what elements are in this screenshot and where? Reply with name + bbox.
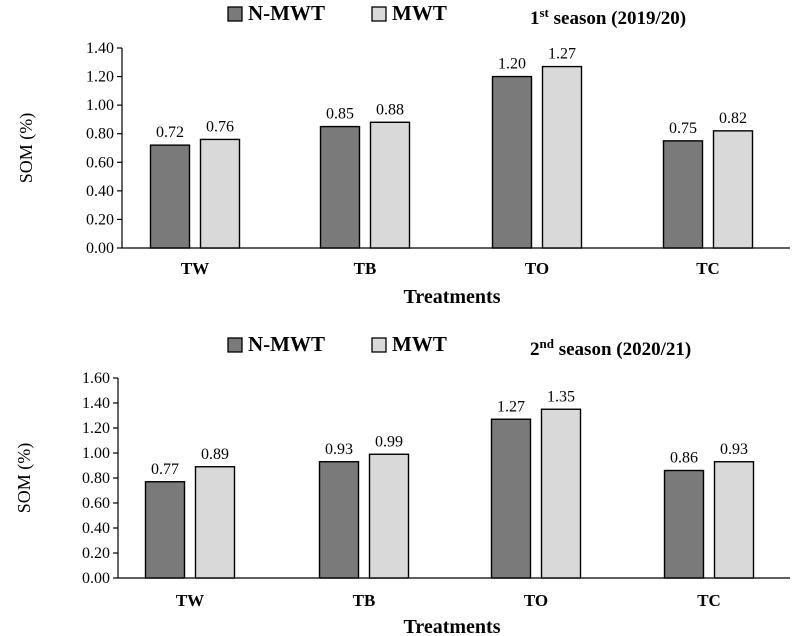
y-tick-label: 1.60 bbox=[82, 370, 110, 387]
bar-n-mwt-tb bbox=[318, 461, 360, 579]
y-tick-label: 1.00 bbox=[86, 97, 114, 114]
bar-n-mwt-tc bbox=[662, 140, 704, 249]
data-label-n-mwt-tc: 0.86 bbox=[670, 450, 698, 467]
season-title: 1st season (2019/20) bbox=[530, 5, 686, 29]
bar-n-mwt-tw bbox=[144, 481, 186, 579]
bar-n-mwt-tc bbox=[663, 469, 705, 579]
y-tick-label: 1.20 bbox=[82, 420, 110, 437]
category-label-tc: TC bbox=[696, 259, 720, 278]
y-tick-label: 0.80 bbox=[82, 470, 110, 487]
chart-season-2-svg: N-MWT MWT 2nd season (2020/21) 0.00 0.20 0.40… bbox=[14, 332, 790, 636]
legend-label-mwt: MWT bbox=[392, 332, 447, 356]
data-label-mwt-tw: 0.89 bbox=[201, 446, 229, 463]
bar-mwt-to bbox=[541, 65, 583, 249]
category-label-tc: TC bbox=[697, 591, 721, 610]
chart-season-1-svg: N-MWT MWT 1st season (2019/20) 0.00 0.20 0.40… bbox=[16, 1, 790, 308]
y-tick-label: 0.60 bbox=[86, 154, 114, 171]
legend-swatch-mwt bbox=[371, 337, 387, 353]
category-label-to: TO bbox=[524, 591, 548, 610]
data-label-n-mwt-to: 1.20 bbox=[498, 56, 526, 73]
chart-season-2: N-MWT MWT 2nd season (2020/21) 0.00 0.20 0.40… bbox=[0, 318, 796, 636]
y-tick-label: 1.40 bbox=[86, 40, 114, 57]
y-axis-title: SOM (%) bbox=[14, 443, 35, 514]
y-tick-label: 0.40 bbox=[86, 183, 114, 200]
category-label-tb: TB bbox=[354, 259, 377, 278]
legend-swatch-n-mwt bbox=[227, 6, 243, 22]
y-tick-label: 1.20 bbox=[86, 69, 114, 86]
y-tick-label: 0.00 bbox=[86, 240, 114, 257]
bar-n-mwt-tb bbox=[319, 125, 361, 249]
y-tick-label: 0.40 bbox=[82, 520, 110, 537]
data-label-mwt-to: 1.35 bbox=[547, 388, 575, 405]
legend-label-n-mwt: N-MWT bbox=[248, 1, 325, 25]
bar-mwt-tc bbox=[713, 461, 755, 579]
x-axis-title: Treatments bbox=[403, 616, 500, 636]
data-label-n-mwt-tw: 0.77 bbox=[151, 461, 179, 478]
legend-swatch-n-mwt bbox=[227, 337, 243, 353]
bar-mwt-tb bbox=[369, 121, 411, 249]
y-tick-label: 0.80 bbox=[86, 126, 114, 143]
bar-mwt-tc bbox=[712, 130, 754, 249]
data-label-n-mwt-tw: 0.72 bbox=[156, 124, 184, 141]
bar-mwt-tw bbox=[199, 138, 241, 249]
season-title: 2nd season (2020/21) bbox=[530, 336, 691, 360]
x-axis-title: Treatments bbox=[403, 286, 500, 308]
y-tick-label: 0.60 bbox=[82, 495, 110, 512]
bar-n-mwt-to bbox=[490, 418, 532, 579]
bar-n-mwt-to bbox=[491, 75, 533, 249]
data-label-mwt-to: 1.27 bbox=[548, 46, 576, 63]
data-label-n-mwt-tc: 0.75 bbox=[669, 120, 697, 137]
bar-n-mwt-tw bbox=[149, 144, 191, 249]
category-label-tb: TB bbox=[353, 591, 376, 610]
data-label-mwt-tb: 0.99 bbox=[375, 433, 403, 450]
bar-mwt-tb bbox=[368, 453, 410, 579]
category-label-to: TO bbox=[525, 259, 549, 278]
data-label-mwt-tb: 0.88 bbox=[376, 101, 404, 118]
bar-mwt-to bbox=[540, 408, 582, 579]
data-label-n-mwt-tb: 0.85 bbox=[326, 106, 354, 123]
data-label-n-mwt-tb: 0.93 bbox=[325, 441, 353, 458]
category-label-tw: TW bbox=[181, 259, 209, 278]
legend-label-n-mwt: N-MWT bbox=[248, 332, 325, 356]
data-label-mwt-tc: 0.93 bbox=[720, 441, 748, 458]
legend-label-mwt: MWT bbox=[392, 1, 447, 25]
data-label-mwt-tc: 0.82 bbox=[719, 110, 747, 127]
chart-season-1: N-MWT MWT 1st season (2019/20) 0.00 0.20 0.40… bbox=[16, 1, 790, 308]
category-label-tw: TW bbox=[176, 591, 204, 610]
y-tick-label: 0.00 bbox=[82, 570, 110, 587]
y-axis-title: SOM (%) bbox=[16, 113, 37, 184]
y-tick-label: 0.20 bbox=[82, 545, 110, 562]
y-tick-label: 1.00 bbox=[82, 445, 110, 462]
y-tick-label: 0.20 bbox=[86, 211, 114, 228]
data-label-n-mwt-to: 1.27 bbox=[497, 398, 525, 415]
y-tick-label: 1.40 bbox=[82, 395, 110, 412]
bar-mwt-tw bbox=[194, 466, 236, 579]
legend-swatch-mwt bbox=[371, 6, 387, 22]
data-label-mwt-tw: 0.76 bbox=[206, 118, 234, 135]
